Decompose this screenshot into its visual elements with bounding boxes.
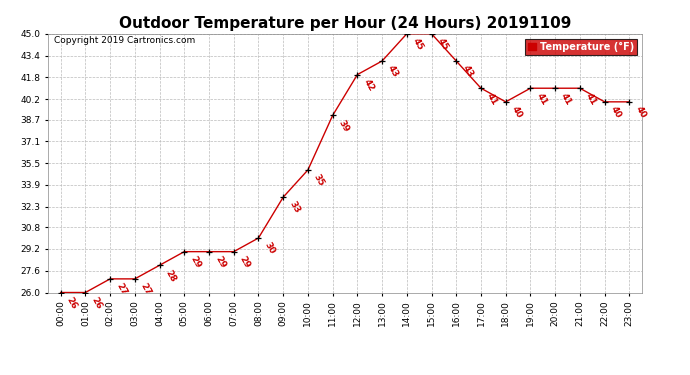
Text: 27: 27 — [139, 282, 153, 297]
Text: 26: 26 — [65, 295, 79, 310]
Text: 40: 40 — [510, 105, 524, 120]
Text: 41: 41 — [584, 91, 598, 106]
Legend: Temperature (°F): Temperature (°F) — [525, 39, 637, 54]
Text: Copyright 2019 Cartronics.com: Copyright 2019 Cartronics.com — [55, 36, 195, 45]
Text: 40: 40 — [609, 105, 623, 120]
Title: Outdoor Temperature per Hour (24 Hours) 20191109: Outdoor Temperature per Hour (24 Hours) … — [119, 16, 571, 31]
Text: 39: 39 — [337, 118, 351, 134]
Text: 29: 29 — [213, 254, 227, 270]
Text: 43: 43 — [386, 64, 400, 79]
Text: 33: 33 — [287, 200, 302, 215]
Text: 29: 29 — [188, 254, 203, 270]
Text: 26: 26 — [90, 295, 104, 310]
Text: 35: 35 — [312, 173, 326, 188]
Text: 45: 45 — [435, 36, 450, 52]
Text: 27: 27 — [115, 282, 128, 297]
Text: 41: 41 — [485, 91, 500, 106]
Text: 42: 42 — [362, 77, 375, 93]
Text: 28: 28 — [164, 268, 178, 284]
Text: 45: 45 — [411, 36, 425, 52]
Text: 41: 41 — [535, 91, 549, 106]
Text: 40: 40 — [633, 105, 647, 120]
Text: 29: 29 — [238, 254, 252, 270]
Text: 43: 43 — [460, 64, 475, 79]
Text: 41: 41 — [560, 91, 573, 106]
Text: 30: 30 — [263, 241, 277, 256]
